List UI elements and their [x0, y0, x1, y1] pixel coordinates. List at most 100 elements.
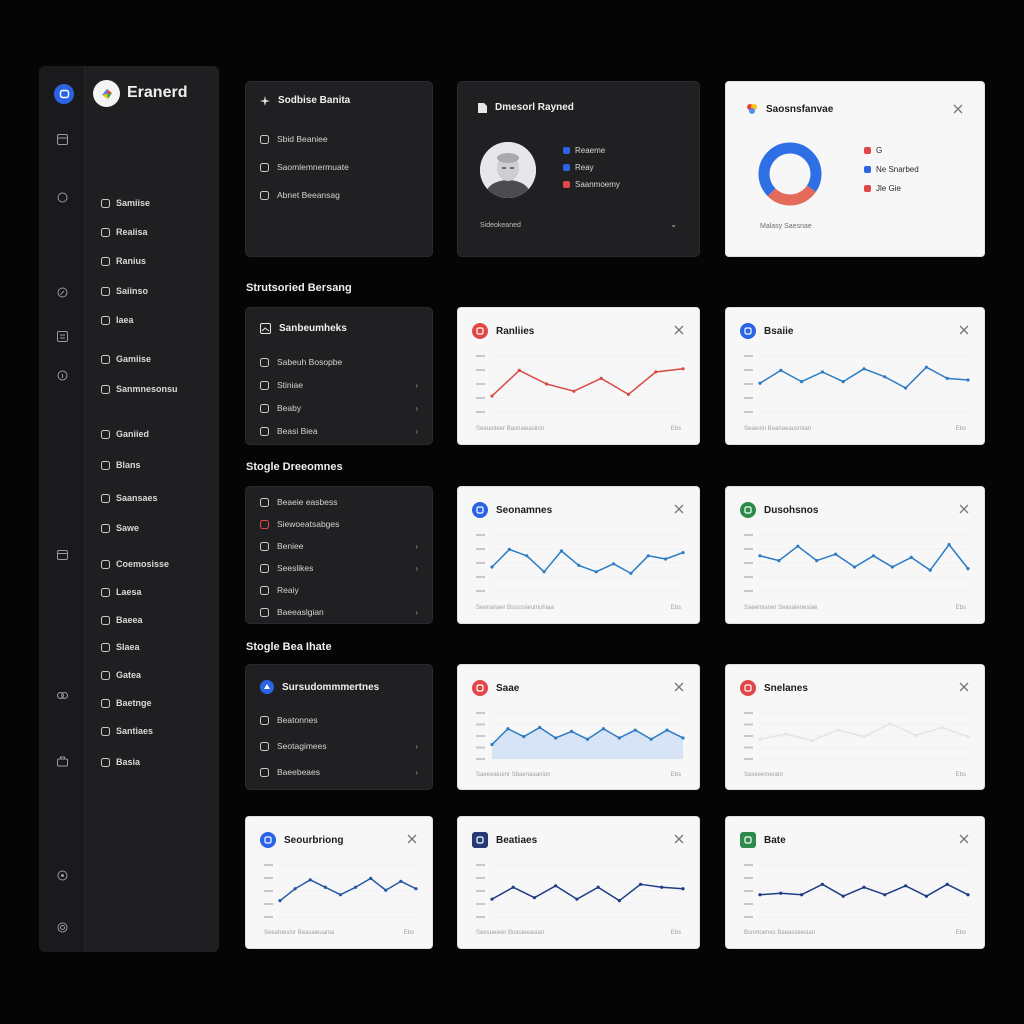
- sidebar-item[interactable]: Sawe: [101, 520, 139, 536]
- grid-icon[interactable]: [53, 130, 71, 148]
- calendar-icon[interactable]: [53, 545, 71, 563]
- series-line: [759, 543, 969, 571]
- document-icon: [478, 102, 487, 113]
- list-item-label: Abnet Beeansag: [277, 190, 340, 200]
- close-icon[interactable]: [673, 503, 685, 515]
- chevron-right-icon[interactable]: ›: [415, 403, 418, 413]
- card-title: Seonamnes: [496, 504, 553, 516]
- panel-list-item[interactable]: Sabeuh Bosopbe: [260, 355, 418, 369]
- sidebar-item[interactable]: Baeea: [101, 612, 143, 628]
- location-icon: [740, 323, 756, 339]
- close-icon[interactable]: [958, 324, 970, 336]
- app-logo-icon[interactable]: [54, 84, 74, 104]
- chevron-down-icon[interactable]: ⌄: [670, 220, 677, 229]
- panel-list-item[interactable]: Abnet Beeansag: [260, 188, 418, 202]
- sidebar-item-label: Ganiied: [116, 429, 150, 439]
- close-icon[interactable]: [952, 103, 964, 115]
- globe-icon[interactable]: [53, 188, 71, 206]
- panel-list-item[interactable]: Seotagimees ›: [260, 739, 418, 753]
- data-point: [924, 894, 928, 898]
- sidebar-item[interactable]: Laesa: [101, 584, 142, 600]
- list-icon[interactable]: [53, 327, 71, 345]
- sidebar-item[interactable]: Samiise: [101, 195, 150, 211]
- chevron-right-icon[interactable]: ›: [415, 741, 418, 751]
- donut-slice: [758, 142, 822, 206]
- close-icon[interactable]: [673, 833, 685, 845]
- panel-list-item[interactable]: Siewoeatsabges: [260, 517, 418, 531]
- close-icon[interactable]: [958, 503, 970, 515]
- refresh-icon: [260, 832, 276, 848]
- series-line: [491, 883, 684, 902]
- sidebar-item[interactable]: Sanmnesonsu: [101, 381, 178, 397]
- panel-list-item[interactable]: Beniee ›: [260, 539, 418, 553]
- data-point: [681, 551, 685, 555]
- list-item-icon: [260, 519, 269, 529]
- panel-list-item[interactable]: Baeeaslgian ›: [260, 605, 418, 619]
- y-tick: [476, 355, 485, 357]
- panel-title: Sursudommmertnes: [282, 681, 380, 693]
- y-tick: [476, 548, 485, 550]
- close-icon[interactable]: [958, 833, 970, 845]
- sidebar-item[interactable]: Ganiied: [101, 426, 149, 442]
- sidebar-item[interactable]: Coemosisse: [101, 556, 169, 572]
- card-footer: Saeemianer Seasaienesiae: [744, 605, 818, 611]
- line-chart: [744, 355, 970, 413]
- sidebar-item[interactable]: Ranius: [101, 253, 146, 269]
- sidebar-item[interactable]: Baetnge: [101, 695, 152, 711]
- sidebar-item[interactable]: Slaea: [101, 639, 140, 655]
- y-tick: [476, 369, 485, 371]
- panel-title: Sanbeumheks: [279, 323, 347, 334]
- list-item-icon: [260, 741, 269, 751]
- data-point: [559, 549, 564, 553]
- panel-list-item[interactable]: Saomlemnermuate: [260, 160, 418, 174]
- settings-icon[interactable]: [53, 918, 71, 936]
- close-icon[interactable]: [958, 681, 970, 693]
- legend-swatch: [563, 181, 570, 188]
- y-tick: [744, 723, 753, 726]
- chevron-right-icon[interactable]: ›: [415, 563, 418, 573]
- y-tick: [476, 735, 485, 737]
- chevron-right-icon[interactable]: ›: [415, 426, 418, 436]
- card-title: Bsaiie: [764, 325, 794, 337]
- panel-list-item[interactable]: Beaby ›: [260, 401, 418, 415]
- line-chart: [476, 864, 685, 918]
- close-icon[interactable]: [406, 833, 418, 845]
- chevron-right-icon[interactable]: ›: [415, 767, 418, 777]
- panel-list-item[interactable]: Baeebeaes ›: [260, 765, 418, 779]
- panel-list-item[interactable]: Reaiy: [260, 583, 418, 597]
- chevron-right-icon[interactable]: ›: [415, 607, 418, 617]
- users-icon[interactable]: [53, 686, 71, 704]
- sidebar-item[interactable]: Basia: [101, 754, 140, 770]
- sidebar-item[interactable]: Reaiisa: [101, 224, 148, 240]
- sidebar-item[interactable]: Iaea: [101, 312, 134, 328]
- chevron-right-icon[interactable]: ›: [415, 541, 418, 551]
- info-icon[interactable]: [53, 366, 71, 384]
- close-icon[interactable]: [673, 681, 685, 693]
- sidebar-item[interactable]: Saiinso: [101, 283, 148, 299]
- sidebar-item[interactable]: Santiaes: [101, 723, 153, 739]
- sidebar-item[interactable]: Blans: [101, 457, 141, 473]
- panel-list-item[interactable]: Stiniae ›: [260, 378, 418, 392]
- panel-list-item[interactable]: Beasi Biea ›: [260, 424, 418, 438]
- avatar[interactable]: [480, 142, 536, 198]
- alert-icon: [472, 680, 488, 696]
- close-icon[interactable]: [673, 324, 685, 336]
- data-point: [883, 893, 887, 897]
- panel-list-item[interactable]: Sbid Beaniee: [260, 132, 418, 146]
- chevron-right-icon[interactable]: ›: [415, 380, 418, 390]
- sidebar-item[interactable]: Saansaes: [101, 490, 158, 506]
- sidebar-item[interactable]: Gatea: [101, 667, 141, 683]
- panel-list-item[interactable]: Seeslikes ›: [260, 561, 418, 575]
- help-icon[interactable]: [53, 866, 71, 884]
- data-point: [507, 547, 511, 551]
- data-point: [654, 370, 658, 374]
- nav-item-icon: [101, 460, 110, 470]
- table-icon: [740, 832, 756, 848]
- briefcase-icon[interactable]: [53, 752, 71, 770]
- sidebar-item[interactable]: Gamiise: [101, 351, 151, 367]
- compass-icon[interactable]: [53, 283, 71, 301]
- nav-item-icon: [101, 354, 110, 364]
- panel-list-item[interactable]: Beatonnes: [260, 713, 418, 727]
- sidebar-item-label: Reaiisa: [116, 227, 148, 237]
- panel-list-item[interactable]: Beaeie easbess: [260, 495, 418, 509]
